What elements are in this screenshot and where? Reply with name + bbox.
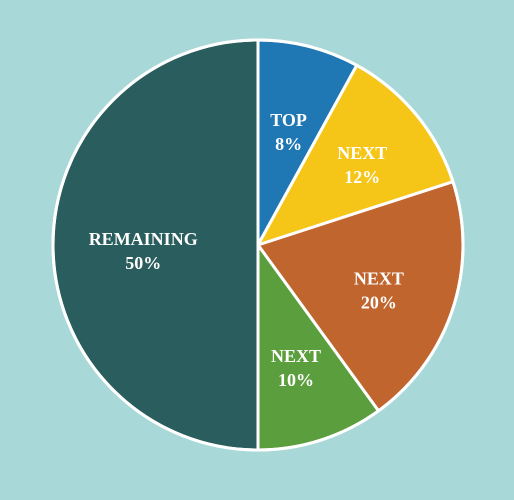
pie-chart-svg: TOP 8% NEXT 12% NEXT 20% NEXT 10% REMAINING 50% — [0, 0, 514, 500]
slice-label-pct: 50% — [125, 253, 161, 273]
slice-label-pct: 12% — [344, 167, 380, 187]
slice-label-pct: 20% — [361, 292, 397, 312]
pie-chart: TOP 8% NEXT 12% NEXT 20% NEXT 10% REMAINING 50% — [0, 0, 514, 500]
slice-label-name: NEXT — [271, 346, 321, 366]
slice-label-pct: 8% — [275, 134, 302, 154]
slice-label-name: REMAINING — [89, 229, 198, 249]
slice-label-name: NEXT — [354, 268, 404, 288]
slice-label-name: NEXT — [337, 143, 387, 163]
slice-label-name: TOP — [270, 110, 307, 130]
slice-label-pct: 10% — [278, 370, 314, 390]
